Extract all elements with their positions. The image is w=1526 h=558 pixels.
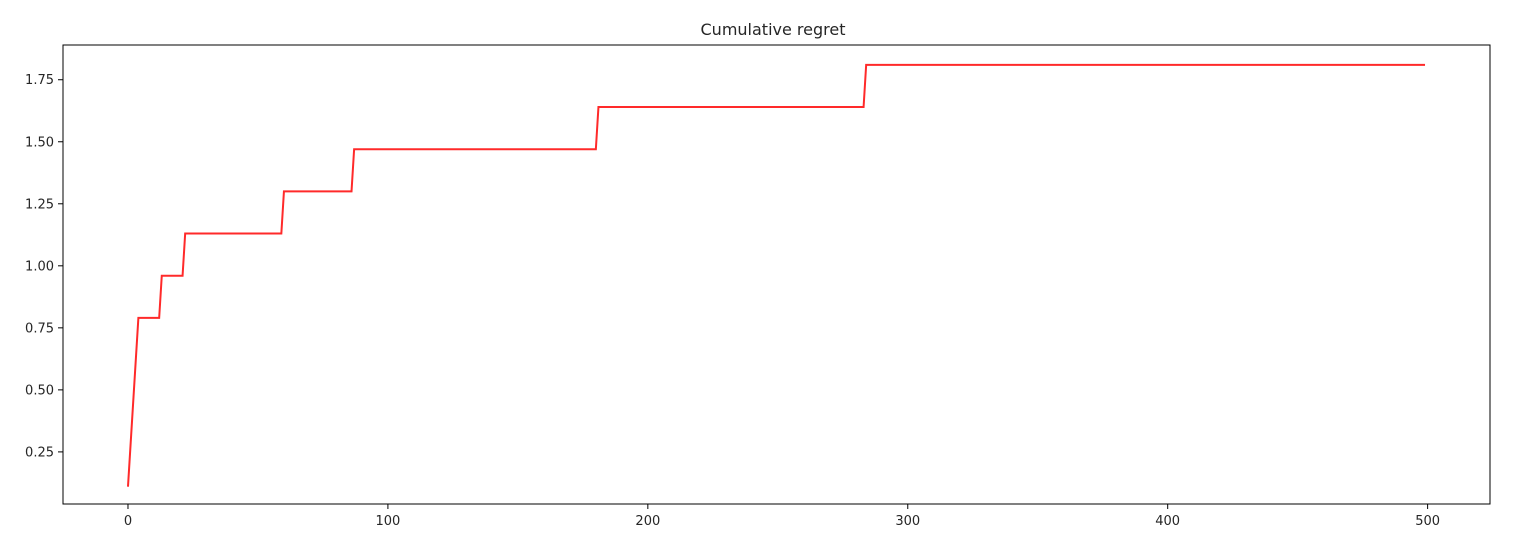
x-tick-label: 500 [1415,514,1440,529]
x-tick-label: 0 [124,514,132,529]
y-tick-label: 0.75 [25,321,54,336]
y-tick-label: 1.25 [25,197,54,212]
x-tick-label: 200 [635,514,660,529]
x-tick-label: 100 [375,514,400,529]
x-tick-label: 400 [1155,514,1180,529]
y-tick-label: 0.50 [25,383,54,398]
y-tick-label: 1.50 [25,135,54,150]
y-tick-label: 1.00 [25,259,54,274]
y-axis: 0.25 0.50 0.75 1.00 1.25 1.50 1.75 [25,73,63,460]
regret-series-line [126,63,1426,487]
chart-title: Cumulative regret [701,20,846,39]
y-tick-label: 0.25 [25,445,54,460]
x-axis: 0 100 200 300 400 500 [124,504,1440,529]
series-layer [126,63,1426,487]
y-tick-label: 1.75 [25,73,54,88]
x-tick-label: 300 [895,514,920,529]
plot-area-frame [62,44,1491,505]
